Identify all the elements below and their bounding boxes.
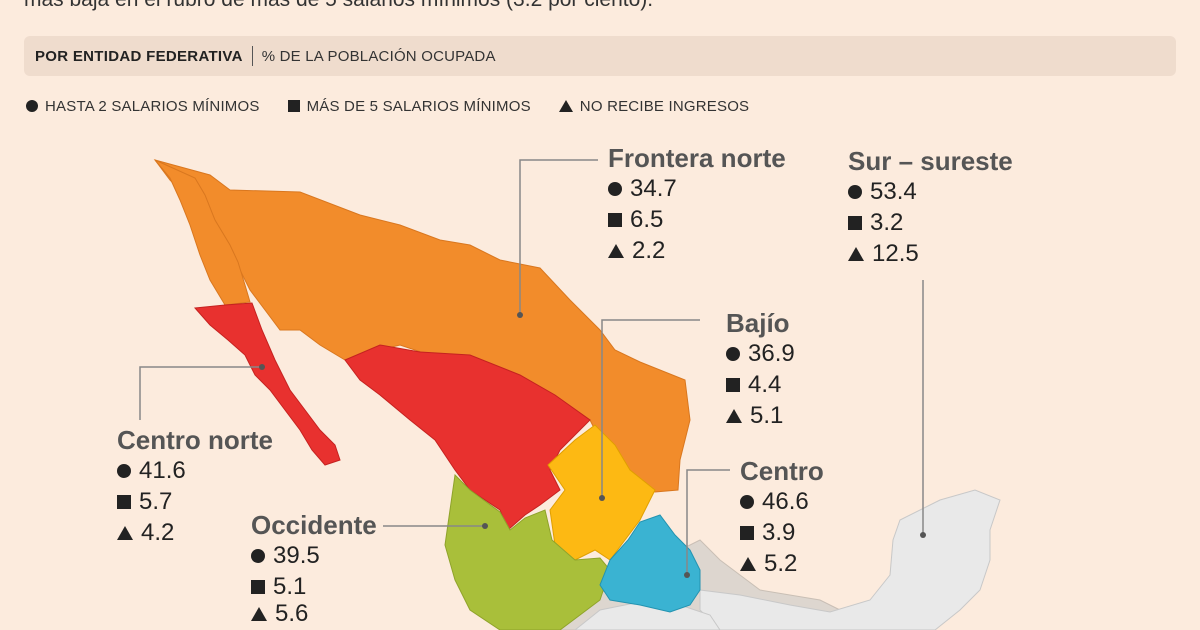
- legend-item-hasta2: HASTA 2 SALARIOS MÍNIMOS: [26, 98, 260, 115]
- region-label-sur-sureste: Sur – sureste 53.4 3.2 12.5: [848, 146, 1013, 269]
- pointer-dot: [684, 572, 690, 578]
- legend: HASTA 2 SALARIOS MÍNIMOS MÁS DE 5 SALARI…: [26, 93, 777, 119]
- value-sin-ingresos: 2.2: [632, 236, 666, 264]
- square-icon: [251, 579, 265, 594]
- region-label-bajio: Bajío 36.9 4.4 5.1: [726, 308, 795, 431]
- pointer-dot: [259, 364, 265, 370]
- region-label-centro-norte: Centro norte 41.6 5.7 4.2: [117, 425, 273, 548]
- pointer-dot: [517, 312, 523, 318]
- square-icon: [726, 377, 740, 392]
- header-divider: [251, 46, 253, 66]
- map-region-sur-sureste: [699, 489, 1001, 630]
- region-name: Centro: [740, 456, 824, 486]
- map-region-centro-norte-bcs: [193, 302, 341, 466]
- triangle-icon: [117, 525, 133, 540]
- circle-icon: [608, 181, 622, 196]
- circle-icon: [117, 463, 131, 478]
- triangle-icon: [608, 243, 624, 258]
- legend-label: NO RECIBE INGRESOS: [579, 97, 750, 115]
- legend-label: HASTA 2 SALARIOS MÍNIMOS: [45, 97, 260, 115]
- value-mas5: 5.1: [273, 572, 307, 600]
- header-subtitle: % DE LA POBLACIÓN OCUPADA: [261, 47, 496, 65]
- map-region-frontera-norte-baja: [154, 159, 251, 306]
- square-icon: [117, 494, 131, 509]
- value-sin-ingresos: 4.2: [141, 518, 175, 546]
- pointer-dot: [482, 523, 488, 529]
- triangle-icon: [726, 408, 742, 423]
- region-label-centro: Centro 46.6 3.9 5.2: [740, 456, 824, 579]
- value-hasta2: 39.5: [273, 541, 320, 569]
- map-region-centro: [599, 514, 701, 613]
- value-mas5: 4.4: [748, 370, 782, 398]
- circle-icon: [26, 100, 38, 112]
- intro-text: más baja en el rubro de más de 5 salario…: [24, 0, 1184, 12]
- legend-item-mas5: MÁS DE 5 SALARIOS MÍNIMOS: [287, 97, 531, 115]
- region-name: Sur – sureste: [848, 146, 1013, 176]
- circle-icon: [726, 346, 740, 361]
- legend-item-sin-ingresos: NO RECIBE INGRESOS: [558, 97, 750, 115]
- pointer-bajio: [601, 319, 700, 498]
- triangle-icon: [251, 607, 267, 621]
- value-mas5: 3.9: [762, 518, 796, 546]
- value-mas5: 5.7: [139, 487, 173, 515]
- circle-icon: [251, 548, 265, 563]
- value-sin-ingresos: 5.6: [275, 602, 309, 626]
- square-icon: [848, 215, 862, 230]
- value-hasta2: 53.4: [870, 177, 917, 205]
- square-icon: [287, 100, 300, 112]
- value-mas5: 6.5: [630, 205, 664, 233]
- value-hasta2: 46.6: [762, 487, 809, 515]
- pointer-centro: [686, 469, 730, 575]
- triangle-icon: [558, 100, 573, 112]
- legend-label: MÁS DE 5 SALARIOS MÍNIMOS: [306, 97, 531, 115]
- value-sin-ingresos: 5.1: [750, 401, 784, 429]
- value-sin-ingresos: 12.5: [872, 239, 919, 267]
- section-header: POR ENTIDAD FEDERATIVA % DE LA POBLACIÓN…: [24, 36, 1176, 76]
- region-label-frontera-norte: Frontera norte 34.7 6.5 2.2: [608, 143, 786, 266]
- square-icon: [608, 212, 622, 227]
- value-hasta2: 41.6: [139, 456, 186, 484]
- value-hasta2: 34.7: [630, 174, 677, 202]
- header-title: POR ENTIDAD FEDERATIVA: [35, 47, 243, 65]
- pointer-dot: [599, 495, 605, 501]
- region-name: Bajío: [726, 308, 790, 338]
- region-name: Occidente: [251, 510, 377, 540]
- circle-icon: [740, 494, 754, 509]
- region-label-occidente: Occidente 39.5 5.1 5.6: [251, 510, 377, 626]
- region-name: Frontera norte: [608, 143, 786, 173]
- pointer-frontera-norte: [519, 159, 598, 315]
- region-name: Centro norte: [117, 425, 273, 455]
- square-icon: [740, 525, 754, 540]
- pointer-centro-norte: [139, 366, 262, 420]
- pointer-dot: [920, 532, 926, 538]
- triangle-icon: [740, 556, 756, 571]
- circle-icon: [848, 184, 862, 199]
- value-sin-ingresos: 5.2: [764, 549, 798, 577]
- value-mas5: 3.2: [870, 208, 904, 236]
- value-hasta2: 36.9: [748, 339, 795, 367]
- map-region-centro-norte: [344, 344, 591, 531]
- triangle-icon: [848, 246, 864, 261]
